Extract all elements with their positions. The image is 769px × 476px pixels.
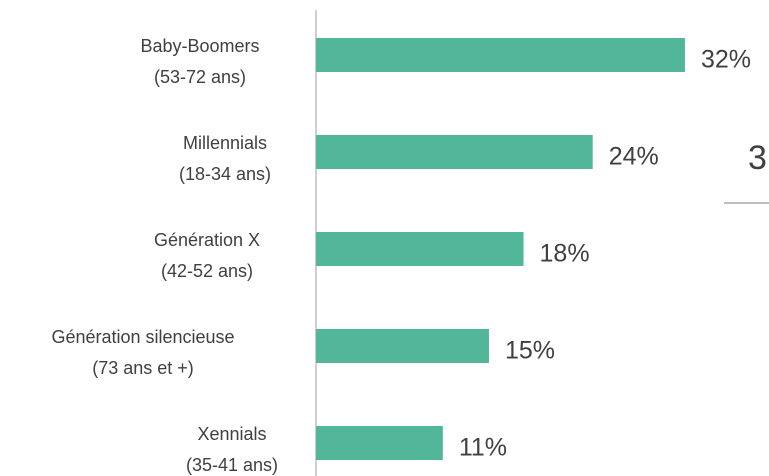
bar	[316, 38, 685, 72]
category-label: (73 ans et +)	[92, 358, 194, 378]
category-label: Génération X	[154, 230, 260, 250]
bar	[316, 426, 443, 460]
category-label: (35-41 ans)	[186, 455, 278, 475]
value-label: 32%	[701, 46, 751, 74]
category-label: Baby-Boomers	[140, 36, 259, 56]
category-label: (18-34 ans)	[179, 164, 271, 184]
category-label: Génération silencieuse	[51, 327, 234, 347]
value-label: 11%	[459, 434, 507, 462]
annotation: 3	[748, 139, 767, 177]
value-label: 15%	[505, 337, 555, 365]
bar	[316, 232, 524, 266]
value-label: 18%	[540, 240, 590, 268]
bar	[316, 135, 593, 169]
category-label: Xennials	[197, 424, 266, 444]
bar	[316, 329, 489, 363]
category-label: (53-72 ans)	[154, 67, 246, 87]
category-label: Millennials	[183, 133, 267, 153]
value-label: 24%	[609, 143, 659, 171]
category-label: (42-52 ans)	[161, 261, 253, 281]
